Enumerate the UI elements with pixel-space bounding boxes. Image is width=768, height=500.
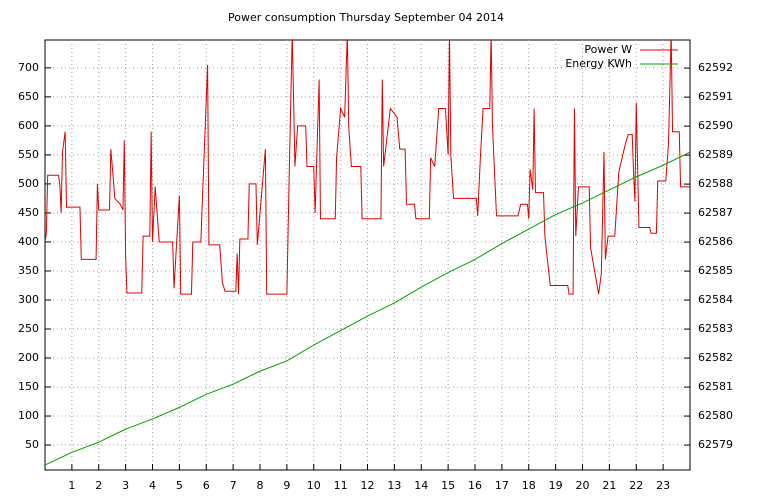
x-tick-label: 15 bbox=[441, 479, 455, 492]
y2-tick-label: 62592 bbox=[698, 61, 733, 74]
x-tick-label: 2 bbox=[95, 479, 102, 492]
x-tick-label: 14 bbox=[414, 479, 428, 492]
y2-tick-label: 62581 bbox=[698, 380, 733, 393]
y2-tick-label: 62580 bbox=[698, 409, 733, 422]
x-tick-label: 3 bbox=[122, 479, 129, 492]
data-line bbox=[45, 40, 690, 295]
y-tick-label: 450 bbox=[18, 206, 39, 219]
x-tick-label: 20 bbox=[576, 479, 590, 492]
x-tick-label: 12 bbox=[361, 479, 375, 492]
x-tick-label: 11 bbox=[334, 479, 348, 492]
y-tick-label: 300 bbox=[18, 293, 39, 306]
x-tick-label: 6 bbox=[203, 479, 210, 492]
x-tick-label: 13 bbox=[387, 479, 401, 492]
y2-tick-label: 62587 bbox=[698, 206, 733, 219]
y-tick-label: 150 bbox=[18, 380, 39, 393]
x-tick-label: 18 bbox=[522, 479, 536, 492]
x-tick-label: 21 bbox=[602, 479, 616, 492]
x-tick-label: 9 bbox=[283, 479, 290, 492]
plot-area bbox=[45, 40, 690, 466]
chart-title: Power consumption Thursday September 04 … bbox=[228, 11, 504, 24]
y-tick-label: 50 bbox=[25, 438, 39, 451]
y-tick-label: 650 bbox=[18, 90, 39, 103]
x-tick-label: 5 bbox=[176, 479, 183, 492]
y2-tick-label: 62583 bbox=[698, 322, 733, 335]
y2-tick-label: 62582 bbox=[698, 351, 733, 364]
y2-tick-label: 62584 bbox=[698, 293, 733, 306]
x-tick-label: 4 bbox=[149, 479, 156, 492]
x-tick-label: 16 bbox=[468, 479, 482, 492]
y2-tick-label: 62589 bbox=[698, 148, 733, 161]
y-tick-label: 600 bbox=[18, 119, 39, 132]
y-tick-label: 350 bbox=[18, 264, 39, 277]
legend-label: Power W bbox=[584, 43, 632, 56]
legend-label: Energy KWh bbox=[565, 57, 632, 70]
y-tick-label: 250 bbox=[18, 322, 39, 335]
y-tick-label: 550 bbox=[18, 148, 39, 161]
y-tick-label: 500 bbox=[18, 177, 39, 190]
x-tick-label: 7 bbox=[230, 479, 237, 492]
x-tick-label: 17 bbox=[495, 479, 509, 492]
data-line bbox=[45, 151, 690, 466]
y2-tick-label: 62579 bbox=[698, 438, 733, 451]
y2-tick-label: 62588 bbox=[698, 177, 733, 190]
x-tick-label: 10 bbox=[307, 479, 321, 492]
x-tick-label: 22 bbox=[629, 479, 643, 492]
x-tick-label: 8 bbox=[257, 479, 264, 492]
y-tick-label: 700 bbox=[18, 61, 39, 74]
x-tick-label: 23 bbox=[656, 479, 670, 492]
y2-tick-label: 62590 bbox=[698, 119, 733, 132]
y2-tick-label: 62591 bbox=[698, 90, 733, 103]
y-tick-label: 200 bbox=[18, 351, 39, 364]
y2-tick-label: 62586 bbox=[698, 235, 733, 248]
x-tick-label: 19 bbox=[549, 479, 563, 492]
y-tick-label: 400 bbox=[18, 235, 39, 248]
y2-tick-label: 62585 bbox=[698, 264, 733, 277]
x-tick-label: 1 bbox=[68, 479, 75, 492]
y-tick-label: 100 bbox=[18, 409, 39, 422]
